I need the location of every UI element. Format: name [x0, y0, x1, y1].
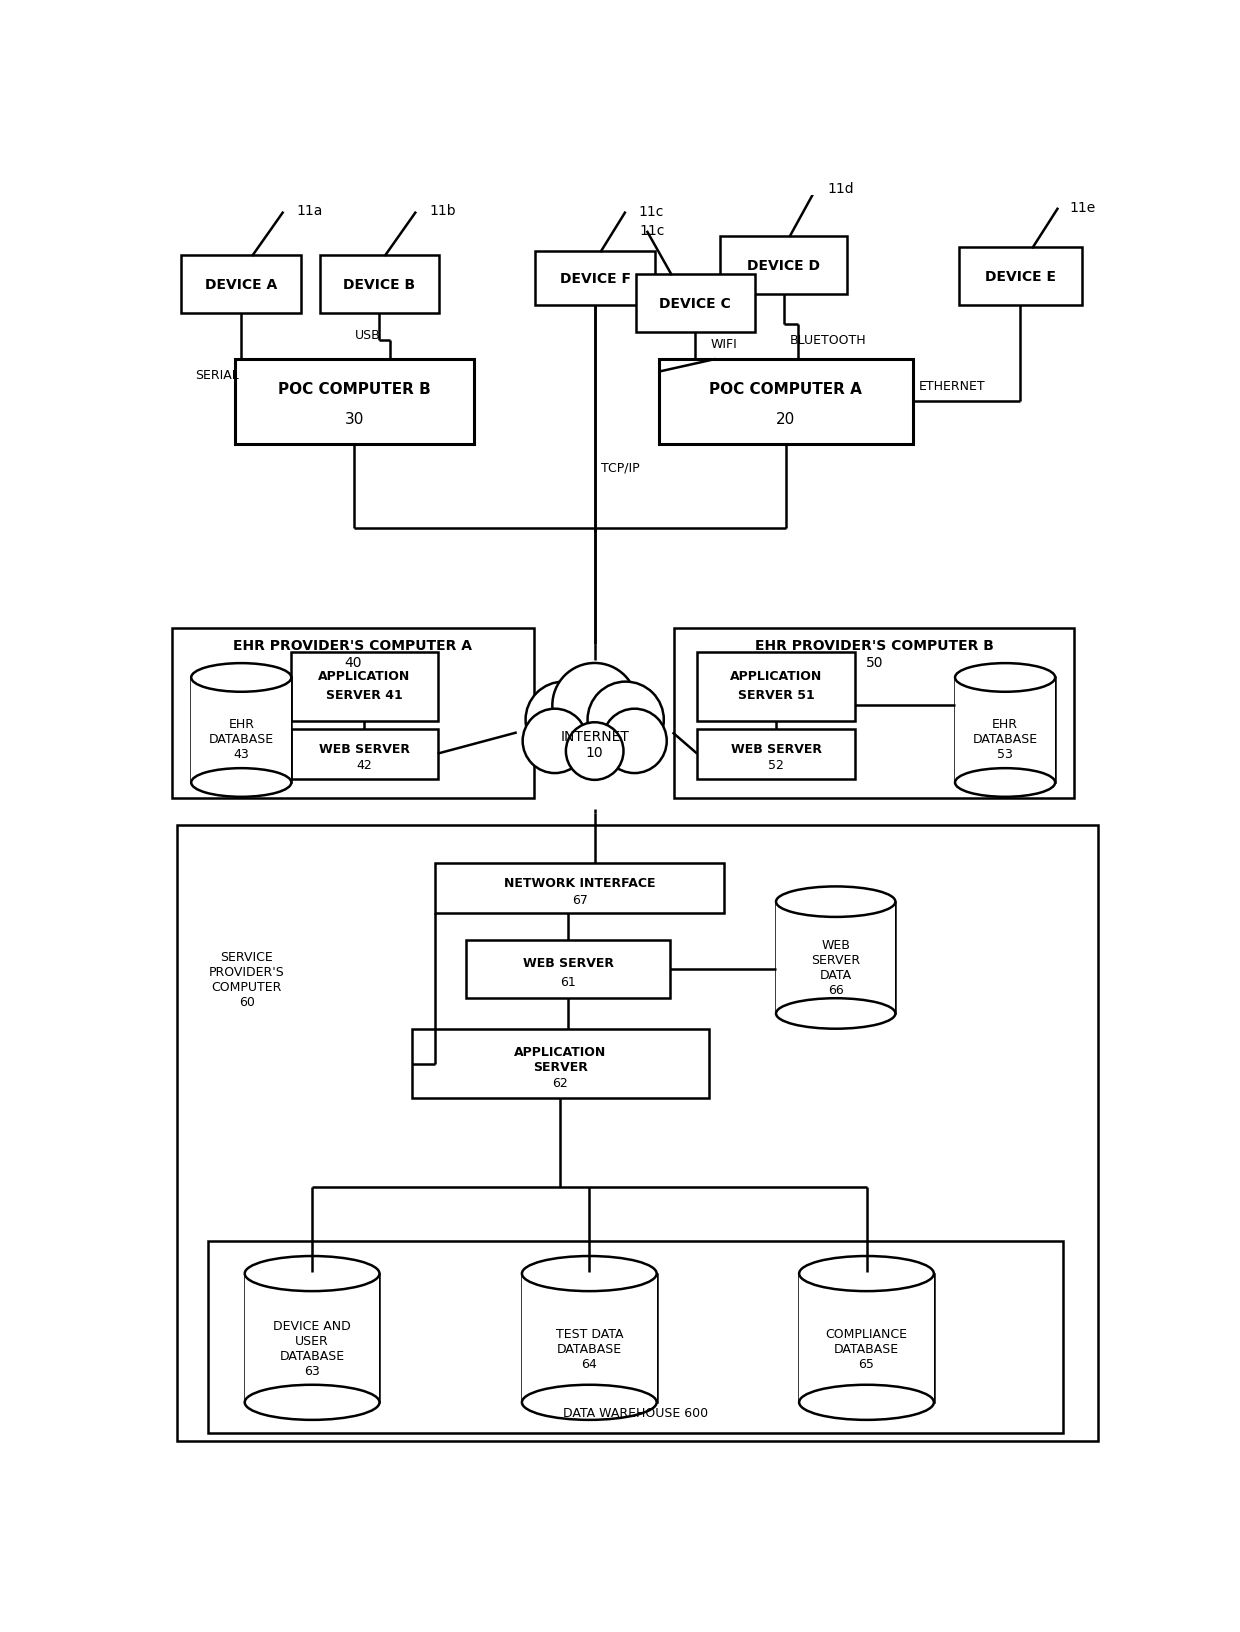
Text: BLUETOOTH: BLUETOOTH	[790, 335, 867, 348]
Text: DEVICE C: DEVICE C	[660, 297, 732, 312]
Ellipse shape	[776, 999, 895, 1030]
Text: WEB SERVER: WEB SERVER	[522, 956, 614, 969]
FancyBboxPatch shape	[959, 248, 1083, 305]
Text: POC COMPUTER A: POC COMPUTER A	[709, 382, 862, 397]
FancyBboxPatch shape	[697, 653, 854, 721]
Text: DEVICE A: DEVICE A	[205, 277, 277, 292]
Text: 11d: 11d	[827, 181, 853, 196]
Text: DEVICE F: DEVICE F	[559, 273, 631, 286]
FancyBboxPatch shape	[435, 863, 724, 914]
Text: WEB SERVER: WEB SERVER	[730, 743, 822, 756]
Text: WEB
SERVER
DATA
66: WEB SERVER DATA 66	[811, 938, 861, 996]
FancyBboxPatch shape	[291, 653, 438, 721]
FancyBboxPatch shape	[236, 359, 474, 444]
FancyBboxPatch shape	[697, 730, 854, 778]
Text: APPLICATION: APPLICATION	[515, 1044, 606, 1058]
Text: SERVER 51: SERVER 51	[738, 689, 815, 702]
Text: 11c: 11c	[639, 206, 665, 219]
Text: 30: 30	[345, 411, 365, 426]
Ellipse shape	[522, 1386, 657, 1420]
Ellipse shape	[799, 1386, 934, 1420]
Ellipse shape	[244, 1386, 379, 1420]
Text: APPLICATION: APPLICATION	[319, 669, 410, 682]
FancyBboxPatch shape	[675, 628, 1074, 798]
Polygon shape	[244, 1275, 379, 1402]
Ellipse shape	[955, 769, 1055, 798]
Text: COMPLIANCE
DATABASE
65: COMPLIANCE DATABASE 65	[826, 1327, 908, 1369]
Text: DATA WAREHOUSE 600: DATA WAREHOUSE 600	[563, 1407, 708, 1420]
FancyBboxPatch shape	[412, 1030, 708, 1098]
Text: 50: 50	[866, 656, 883, 671]
Polygon shape	[191, 677, 291, 783]
Text: TCP/IP: TCP/IP	[601, 460, 640, 473]
FancyBboxPatch shape	[177, 826, 1097, 1441]
Ellipse shape	[191, 664, 291, 692]
Circle shape	[526, 682, 601, 759]
Text: SERIAL: SERIAL	[195, 369, 239, 382]
Polygon shape	[955, 677, 1055, 783]
Text: ETHERNET: ETHERNET	[919, 380, 986, 393]
Text: USB: USB	[355, 328, 381, 341]
Text: POC COMPUTER B: POC COMPUTER B	[278, 382, 430, 397]
FancyBboxPatch shape	[536, 251, 655, 305]
Circle shape	[522, 710, 587, 774]
Text: EHR
DATABASE
43: EHR DATABASE 43	[208, 718, 274, 761]
Circle shape	[552, 664, 637, 747]
FancyBboxPatch shape	[658, 359, 913, 444]
Text: 11a: 11a	[296, 204, 322, 219]
Circle shape	[603, 710, 667, 774]
Text: APPLICATION: APPLICATION	[730, 669, 822, 682]
Text: DEVICE D: DEVICE D	[748, 258, 820, 273]
Text: 52: 52	[768, 759, 784, 772]
Text: 11b: 11b	[429, 204, 456, 219]
Ellipse shape	[955, 664, 1055, 692]
Text: WEB SERVER: WEB SERVER	[319, 743, 410, 756]
FancyBboxPatch shape	[291, 730, 438, 778]
Text: NETWORK INTERFACE: NETWORK INTERFACE	[503, 876, 656, 889]
FancyBboxPatch shape	[720, 237, 847, 294]
Polygon shape	[522, 1275, 657, 1402]
Ellipse shape	[799, 1257, 934, 1291]
Text: 40: 40	[345, 656, 362, 671]
FancyBboxPatch shape	[320, 256, 439, 313]
Text: 11e: 11e	[1069, 201, 1095, 215]
Text: EHR
DATABASE
53: EHR DATABASE 53	[972, 718, 1038, 761]
FancyBboxPatch shape	[208, 1240, 1063, 1433]
Text: SERVER: SERVER	[533, 1061, 588, 1074]
Circle shape	[588, 682, 663, 759]
Text: SERVER 41: SERVER 41	[326, 689, 403, 702]
Text: EHR PROVIDER'S COMPUTER A: EHR PROVIDER'S COMPUTER A	[233, 640, 472, 653]
Ellipse shape	[191, 769, 291, 798]
Polygon shape	[776, 902, 895, 1013]
Circle shape	[565, 723, 624, 780]
Text: EHR PROVIDER'S COMPUTER B: EHR PROVIDER'S COMPUTER B	[755, 640, 993, 653]
Text: DEVICE AND
USER
DATABASE
63: DEVICE AND USER DATABASE 63	[273, 1319, 351, 1377]
Text: 62: 62	[553, 1077, 568, 1090]
Text: DEVICE E: DEVICE E	[985, 269, 1056, 284]
Text: DEVICE B: DEVICE B	[343, 277, 415, 292]
Text: INTERNET
10: INTERNET 10	[560, 730, 629, 759]
Polygon shape	[799, 1275, 934, 1402]
Text: WIFI: WIFI	[711, 338, 738, 351]
Text: 61: 61	[560, 976, 577, 989]
Text: 20: 20	[776, 411, 795, 426]
Ellipse shape	[776, 886, 895, 917]
FancyBboxPatch shape	[466, 940, 670, 999]
Text: TEST DATA
DATABASE
64: TEST DATA DATABASE 64	[556, 1327, 622, 1369]
Ellipse shape	[244, 1257, 379, 1291]
Text: SERVICE
PROVIDER'S
COMPUTER
60: SERVICE PROVIDER'S COMPUTER 60	[208, 950, 284, 1009]
FancyBboxPatch shape	[181, 256, 300, 313]
Ellipse shape	[522, 1257, 657, 1291]
FancyBboxPatch shape	[172, 628, 534, 798]
FancyBboxPatch shape	[635, 276, 755, 333]
Text: 11c: 11c	[640, 224, 665, 238]
Text: 42: 42	[357, 759, 372, 772]
Text: 67: 67	[572, 893, 588, 906]
